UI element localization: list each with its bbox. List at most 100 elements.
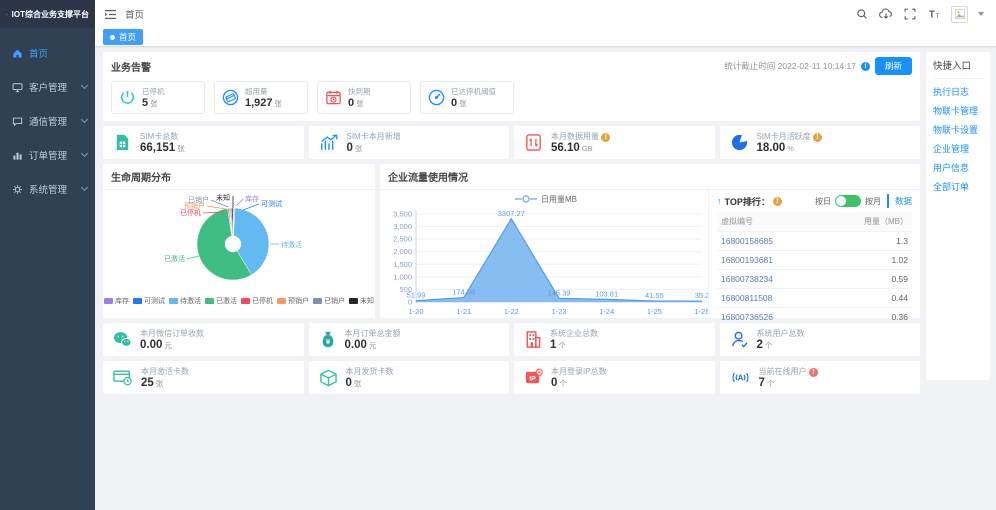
quick-link-exec-log[interactable]: 执行日志 — [933, 87, 970, 97]
user-check-icon — [731, 331, 748, 348]
sidebar: IOT综合业务支撑平台 首页 客户管理 通信管理 订单管理 — [0, 0, 95, 510]
top-ranking-panel: ↑ TOP排行： ! 按日 按月 数据 — [708, 190, 920, 326]
svg-text:3,000: 3,000 — [393, 222, 412, 231]
info-icon[interactable]: ! — [808, 368, 818, 377]
table-row[interactable]: 16800158685 1.3 — [717, 231, 912, 251]
info-icon[interactable]: ! — [772, 196, 782, 206]
traffic-legend[interactable]: 日用量MB — [384, 192, 708, 206]
stat-card-threshold[interactable]: 已达停机阈值 0 张 — [420, 81, 514, 114]
building-icon — [526, 331, 541, 348]
svg-text:51.99: 51.99 — [407, 291, 426, 300]
sidebar-item-communication[interactable]: 通信管理 — [0, 104, 95, 138]
quick-link-iot-card-mgmt[interactable]: 物联卡管理 — [933, 106, 979, 116]
stat-card-user-count[interactable]: 系统用户总数 2 个 — [719, 323, 920, 356]
stat-card-enterprise-count[interactable]: 系统企业总数 1 个 — [514, 323, 715, 356]
stat-card-order-total[interactable]: ¥ 本月订单总金额 0.00 元 — [308, 323, 509, 356]
chevron-down-icon — [80, 115, 89, 124]
shipping-box-icon — [319, 369, 337, 386]
ip-icon: IP — [525, 368, 543, 384]
breadcrumb[interactable]: 首页 — [125, 10, 145, 21]
svg-text:1-25: 1-25 — [647, 307, 662, 316]
svg-text:2,500: 2,500 — [393, 235, 412, 244]
stat-card-data-usage[interactable]: 本月数据用量 ! 56.10 GB — [514, 126, 715, 159]
svg-text:3,500: 3,500 — [393, 210, 412, 219]
svg-text:41.55: 41.55 — [645, 291, 664, 300]
info-icon[interactable]: i — [860, 61, 870, 71]
sidebar-menu: 首页 客户管理 通信管理 订单管理 系统管理 — [0, 28, 95, 206]
home-icon — [13, 49, 22, 58]
avatar[interactable] — [951, 5, 968, 23]
info-icon[interactable]: ! — [601, 133, 611, 142]
svg-text:500: 500 — [399, 285, 412, 294]
stats-time: 统计截止时间 2022-02-11 10:14:17 — [724, 61, 856, 71]
cloud-download-icon[interactable] — [879, 7, 893, 21]
toggle-label-daily[interactable]: 按日 — [814, 196, 831, 206]
svg-text:0: 0 — [408, 298, 412, 307]
top-ranking-table: 虚拟编号 用量（MB） 16800158685 1.3 16800193681 1.0… — [717, 212, 912, 326]
table-row[interactable]: 16800738234 0.59 — [717, 269, 912, 289]
alert-panel-title: 业务告警 — [111, 62, 151, 74]
table-row[interactable]: 16800193681 1.02 — [717, 250, 912, 270]
svg-text:已销户: 已销户 — [188, 195, 209, 204]
caret-down-icon[interactable] — [978, 12, 984, 16]
stat-card-sim-total[interactable]: SIM卡总数 66,151 张 — [103, 126, 304, 159]
charts-row: 生命周期分布 库存 可测试 待激活 已激活 已停机 预销户 已销户 未知 库存 可测试 待激活… — [103, 164, 920, 326]
dashboard-content: 业务告警 统计截止时间 2022-02-11 10:14:17 i 刷新 已停机… — [95, 47, 996, 510]
svg-text:1-22: 1-22 — [504, 307, 519, 316]
stat-card-login-ip[interactable]: IP 本月登录IP总数 0 个 — [514, 361, 715, 394]
stat-card-sim-activity[interactable]: SIM卡月活跃度 ! 18.00% — [719, 126, 920, 159]
quick-link-enterprise-mgmt[interactable]: 企业管理 — [933, 144, 970, 154]
stat-card-stopped[interactable]: 已停机 5 张 — [111, 81, 205, 114]
stat-card-shipped-cards[interactable]: 本月发货卡数 0 张 — [308, 361, 509, 394]
traffic-area-chart[interactable]: 0 500 1,000 1,500 2,000 2,500 3,000 3,500 51.99 1… — [384, 206, 709, 318]
stat-card-overuse[interactable]: 超用量 1,927 张 — [214, 81, 308, 114]
stat-card-wechat-income[interactable]: 本月微信订单收款 0.00 元 — [103, 323, 304, 356]
svg-text:未知: 未知 — [216, 193, 230, 202]
search-icon[interactable] — [855, 7, 869, 21]
quick-link-all-orders[interactable]: 全部订单 — [933, 182, 970, 192]
collapse-menu-icon[interactable] — [103, 7, 117, 21]
stat-card-activated-cards[interactable]: 本月激活卡数 25 张 — [103, 361, 304, 394]
svg-text:145.39: 145.39 — [548, 288, 571, 297]
sidebar-item-system[interactable]: 系统管理 — [0, 172, 95, 206]
refresh-button[interactable]: 刷新 — [874, 57, 912, 75]
bar-chart-icon — [13, 152, 22, 160]
svg-text:库存: 库存 — [245, 194, 259, 203]
svg-text:1,500: 1,500 — [393, 260, 412, 269]
sidebar-item-home[interactable]: 首页 — [0, 36, 95, 70]
gauge-icon — [428, 89, 445, 106]
data-link[interactable]: 数据 — [894, 196, 912, 206]
lifecycle-donut-chart[interactable]: 库存 可测试 待激活 已激活 已停机 预销户 已销户 未知 — [103, 190, 375, 294]
svg-text:1-20: 1-20 — [408, 307, 423, 316]
lifecycle-panel: 生命周期分布 库存 可测试 待激活 已激活 已停机 预销户 已销户 未知 库存 可测试 待激活… — [103, 164, 375, 318]
fullscreen-icon[interactable] — [903, 7, 917, 21]
lifecycle-legend: 库存 可测试 待激活 已激活 已停机 预销户 已销户 未知 — [103, 294, 375, 310]
chart-up-icon — [320, 134, 337, 150]
sidebar-item-orders[interactable]: 订单管理 — [0, 138, 95, 172]
svg-text:1-24: 1-24 — [599, 307, 614, 316]
stat-card-expiring[interactable]: 快到期 0 张 — [317, 81, 411, 114]
sidebar-item-customers[interactable]: 客户管理 — [0, 70, 95, 104]
quick-link-iot-card-settings[interactable]: 物联卡设置 — [933, 125, 979, 135]
toggle-label-monthly[interactable]: 按月 — [864, 196, 881, 206]
table-row[interactable]: 16800811508 0.44 — [717, 288, 912, 308]
tab-home[interactable]: 首页 — [103, 29, 144, 45]
info-icon[interactable]: ! — [812, 133, 822, 142]
day-month-toggle[interactable] — [834, 195, 861, 207]
svg-text:1-21: 1-21 — [456, 307, 471, 316]
dashboard-main-column: 业务告警 统计截止时间 2022-02-11 10:14:17 i 刷新 已停机… — [103, 52, 920, 510]
table-row[interactable]: 16800736526 0.36 — [717, 307, 912, 326]
svg-text:T: T — [928, 9, 934, 20]
svg-text:预销户: 预销户 — [184, 201, 205, 210]
svg-text:¥: ¥ — [325, 337, 330, 346]
quick-link-user-info[interactable]: 用户信息 — [933, 163, 970, 173]
wechat-icon — [114, 332, 132, 347]
traffic-panel: 企业流量使用情况 日用量MB 0 500 1,000 1,500 2,000 2,500 3… — [380, 164, 920, 326]
svg-text:T: T — [935, 13, 939, 20]
stat-card-sim-new[interactable]: SIM卡本月新增 0 张 — [308, 126, 509, 159]
